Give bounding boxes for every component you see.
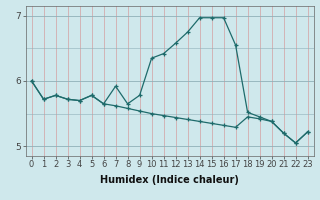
X-axis label: Humidex (Indice chaleur): Humidex (Indice chaleur) xyxy=(100,175,239,185)
